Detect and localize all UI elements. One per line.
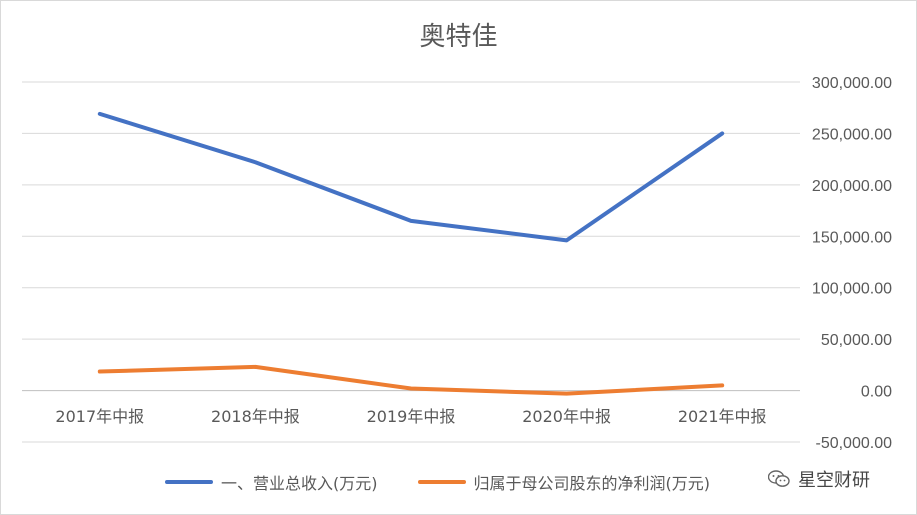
watermark: 星空财研 <box>767 466 870 492</box>
x-tick-label: 2019年中报 <box>367 407 456 426</box>
legend-swatch <box>417 480 466 484</box>
series-line-0[interactable] <box>97 111 725 243</box>
legend: 一、营业总收入(万元) 归属于母公司股东的净利润(万元) <box>165 470 750 494</box>
y-tick-label: 250,000.00 <box>812 126 892 143</box>
legend-label: 归属于母公司股东的净利润(万元) <box>473 474 711 493</box>
wechat-icon <box>767 470 790 488</box>
y-tick-label: 50,000.00 <box>821 332 892 349</box>
y-tick-label: 200,000.00 <box>812 178 892 195</box>
x-tick-label: 2020年中报 <box>522 407 611 426</box>
y-tick-label: 150,000.00 <box>812 229 892 246</box>
y-tick-label: 100,000.00 <box>812 281 892 298</box>
x-tick-label: 2018年中报 <box>211 407 300 426</box>
gridlines <box>22 81 800 443</box>
y-axis-ticks: 300,000.00 250,000.00 200,000.00 150,000.00… <box>812 75 892 452</box>
y-tick-label: 300,000.00 <box>812 75 892 92</box>
y-tick-label: 0.00 <box>861 384 892 401</box>
series-lines <box>97 111 725 396</box>
watermark-text: 星空财研 <box>798 470 870 491</box>
y-tick-label: -50,000.00 <box>815 435 892 452</box>
series-line-1[interactable] <box>97 364 725 396</box>
legend-item-net-profit[interactable]: 归属于母公司股东的净利润(万元) <box>417 470 711 494</box>
x-axis-ticks: 2017年中报 2018年中报 2019年中报 2020年中报 2021年中报 <box>55 407 766 426</box>
legend-label: 一、营业总收入(万元) <box>221 474 378 493</box>
legend-swatch <box>165 480 213 484</box>
chart-title: 奥特佳 <box>419 22 498 52</box>
x-tick-label: 2021年中报 <box>678 407 767 426</box>
x-tick-label: 2017年中报 <box>55 407 144 426</box>
legend-item-revenue[interactable]: 一、营业总收入(万元) <box>165 470 378 494</box>
